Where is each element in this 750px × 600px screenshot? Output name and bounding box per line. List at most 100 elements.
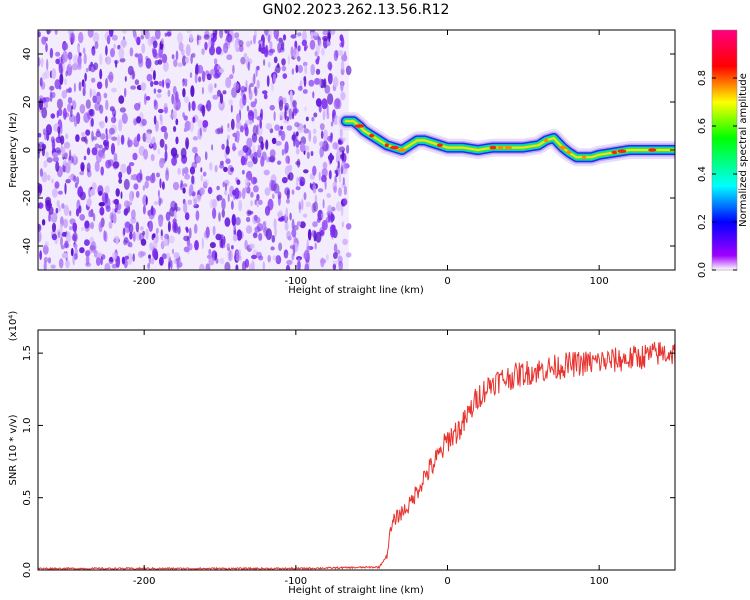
noise-blob <box>217 65 221 70</box>
noise-blob <box>99 54 103 66</box>
noise-blob <box>299 141 302 145</box>
noise-blob <box>214 83 217 88</box>
noise-blob <box>211 144 214 151</box>
noise-blob <box>42 72 47 80</box>
noise-blob <box>73 115 78 128</box>
noise-blob <box>175 98 181 111</box>
noise-blob <box>152 48 158 58</box>
noise-blob <box>124 76 127 82</box>
noise-blob <box>235 264 239 270</box>
tick-label: 20 <box>22 96 33 109</box>
ridge-hotspot <box>436 143 443 147</box>
noise-blob <box>124 87 127 98</box>
noise-blob <box>67 103 72 112</box>
noise-blob <box>193 223 198 234</box>
noise-blob <box>132 253 135 262</box>
noise-blob <box>267 49 274 56</box>
noise-blob <box>90 222 94 230</box>
tick-label: -200 <box>133 276 156 287</box>
noise-blob <box>234 187 240 200</box>
noise-blob <box>201 87 204 95</box>
noise-blob <box>142 205 146 215</box>
noise-blob <box>287 156 290 164</box>
noise-blob <box>108 221 113 229</box>
noise-blob <box>247 210 254 215</box>
noise-blob <box>219 160 224 166</box>
noise-blob <box>340 81 344 92</box>
noise-blob <box>226 243 230 250</box>
noise-blob <box>213 58 218 65</box>
noise-blob <box>310 31 314 40</box>
noise-blob <box>290 46 294 57</box>
noise-blob <box>207 83 214 94</box>
noise-blob <box>41 219 46 226</box>
noise-blob <box>271 235 276 243</box>
noise-blob <box>41 171 48 183</box>
noise-blob <box>170 260 173 270</box>
noise-blob <box>144 180 149 189</box>
noise-blob <box>141 118 147 126</box>
noise-blob <box>119 107 126 113</box>
noise-blob <box>55 161 60 173</box>
noise-blob <box>38 31 41 38</box>
noise-blob <box>217 195 220 202</box>
noise-blob <box>105 142 109 151</box>
ridge-hotspot <box>390 145 399 150</box>
noise-blob <box>161 53 168 64</box>
noise-blob <box>273 30 280 40</box>
noise-blob <box>118 119 123 132</box>
noise-blob <box>85 250 91 257</box>
noise-blob <box>258 255 264 261</box>
noise-blob <box>191 161 197 169</box>
noise-blob <box>74 182 78 189</box>
noise-blob <box>177 226 181 235</box>
noise-blob <box>209 199 214 209</box>
noise-blob <box>103 92 108 99</box>
noise-blob <box>305 201 311 207</box>
noise-blob <box>79 191 86 201</box>
snr-line <box>38 341 675 570</box>
noise-blob <box>263 93 268 100</box>
noise-blob <box>69 226 73 231</box>
noise-blob <box>228 99 233 106</box>
noise-blob <box>333 252 338 259</box>
noise-blob <box>98 149 105 158</box>
noise-blob <box>260 155 265 167</box>
noise-blob <box>51 138 56 151</box>
snr-y-axis-label: SNR (10 * v/v) <box>8 414 19 485</box>
noise-blob <box>207 186 213 195</box>
noise-blob <box>296 260 301 270</box>
noise-blob <box>134 102 141 111</box>
noise-blob <box>185 44 191 57</box>
noise-blob <box>183 115 188 121</box>
noise-blob <box>223 42 229 54</box>
noise-blob <box>99 206 105 216</box>
tick-label: 0.2 <box>697 214 708 230</box>
snr-plot-frame <box>37 329 676 571</box>
noise-blob <box>215 258 219 264</box>
noise-blob <box>133 183 139 190</box>
noise-blob <box>224 30 228 34</box>
noise-blob <box>91 147 98 156</box>
noise-blob <box>299 180 305 187</box>
noise-blob <box>285 264 291 270</box>
noise-blob <box>203 181 208 189</box>
noise-blob <box>286 259 293 265</box>
noise-blob <box>71 63 79 71</box>
noise-blob <box>271 81 274 92</box>
noise-blob <box>152 233 156 239</box>
noise-blob <box>113 153 118 161</box>
noise-blob <box>245 80 248 92</box>
noise-blob <box>145 96 151 101</box>
noise-blob <box>113 161 120 169</box>
noise-blob <box>222 90 227 95</box>
noise-blob <box>95 130 102 138</box>
noise-blob <box>142 185 146 191</box>
noise-blob <box>214 165 218 173</box>
noise-blob <box>293 46 297 56</box>
noise-blob <box>85 262 92 267</box>
noise-blob <box>237 150 245 157</box>
noise-blob <box>78 81 82 92</box>
noise-blob <box>65 179 71 184</box>
noise-blob <box>44 96 50 103</box>
